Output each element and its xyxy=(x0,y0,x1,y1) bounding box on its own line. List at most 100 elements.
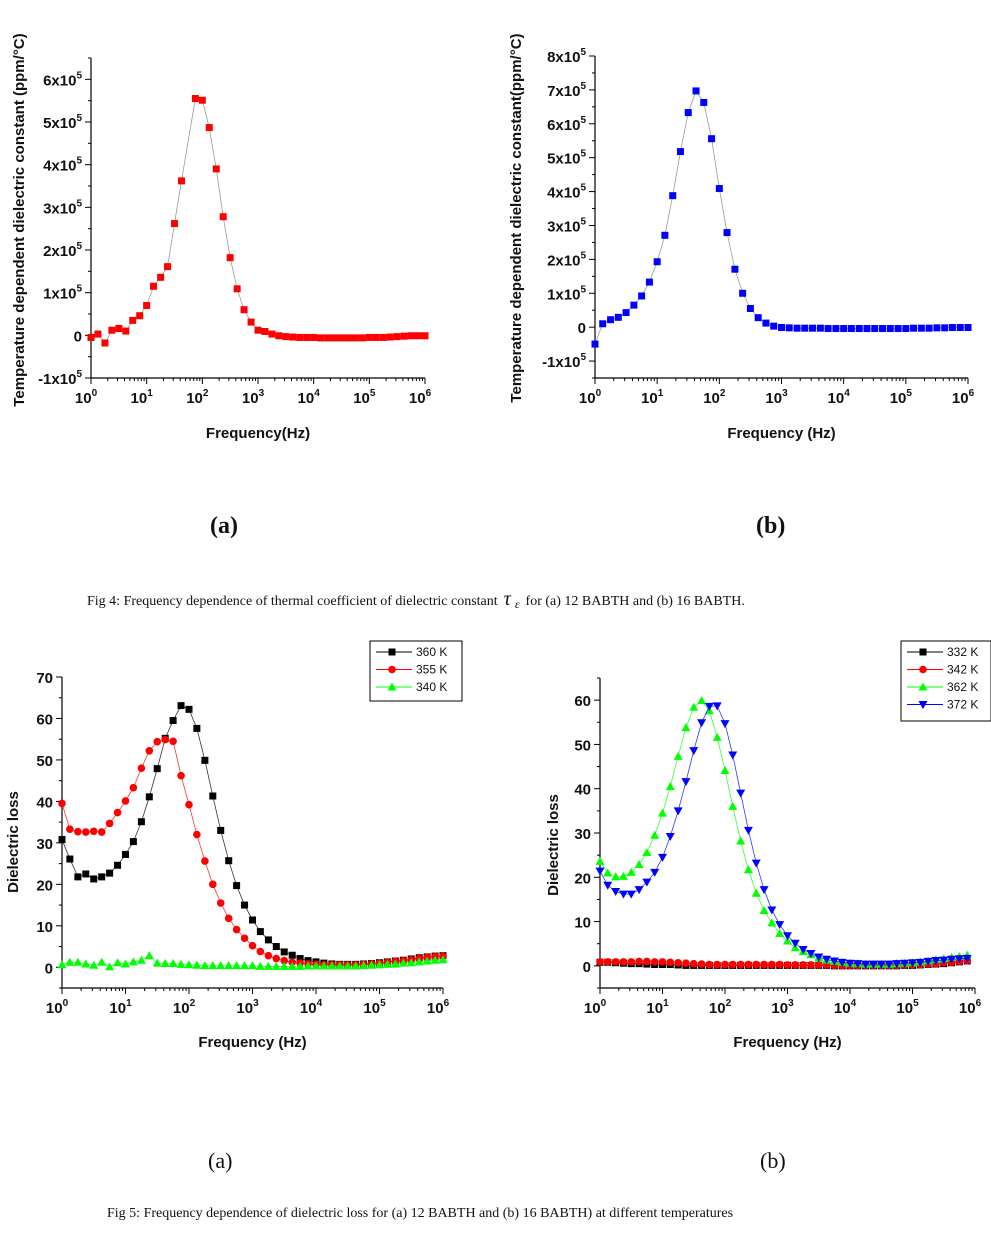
series-372-k xyxy=(595,702,972,969)
data-point xyxy=(886,325,894,333)
data-point xyxy=(879,325,887,333)
data-point xyxy=(129,316,137,324)
y-tick-label: 30 xyxy=(36,836,53,853)
fig5-caption: Fig 5: Frequency dependence of dielectri… xyxy=(107,1206,734,1221)
data-point xyxy=(653,258,661,266)
data-point xyxy=(272,954,281,963)
legend-marker xyxy=(918,682,928,691)
data-point xyxy=(66,825,74,833)
data-point xyxy=(822,955,832,964)
data-point xyxy=(676,148,684,156)
data-point xyxy=(113,958,123,967)
data-point xyxy=(840,325,848,333)
x-tick-label: 105 xyxy=(363,998,386,1017)
data-point xyxy=(200,961,210,970)
x-tick-label: 102 xyxy=(173,998,196,1017)
data-point xyxy=(438,955,448,964)
data-point xyxy=(728,801,738,810)
data-point xyxy=(791,961,800,969)
data-point xyxy=(962,954,972,963)
data-point xyxy=(829,957,839,966)
y-tick-label: 0 xyxy=(578,320,586,337)
data-point xyxy=(681,778,691,787)
y-tick-label: -1x105 xyxy=(38,369,82,388)
data-point xyxy=(430,955,440,964)
data-point xyxy=(816,324,824,332)
data-point xyxy=(113,808,122,817)
legend-box xyxy=(900,640,991,722)
data-point xyxy=(947,955,957,964)
y-tick-label: 20 xyxy=(574,870,591,887)
data-point xyxy=(317,334,325,342)
x-axis-title: Frequency (Hz) xyxy=(727,425,835,442)
data-point xyxy=(923,957,933,966)
data-point xyxy=(611,958,620,966)
x-tick-label: 103 xyxy=(765,388,788,407)
data-point xyxy=(814,953,824,962)
data-point xyxy=(801,324,809,332)
y-tick-label: 1x105 xyxy=(547,284,586,303)
data-point xyxy=(58,799,66,808)
data-point xyxy=(337,334,345,342)
data-point xyxy=(665,782,675,790)
data-point xyxy=(814,961,823,969)
legend: 332 K 342 K 362 K 372 K xyxy=(900,640,991,722)
data-point xyxy=(697,719,707,728)
data-point xyxy=(793,324,801,332)
data-point xyxy=(108,326,116,334)
data-point xyxy=(122,850,129,858)
data-point xyxy=(611,872,621,881)
epsilon-subscript: ε xyxy=(514,597,520,611)
data-point xyxy=(225,857,233,865)
x-axis-title: Frequency(Hz) xyxy=(206,425,310,442)
data-point xyxy=(622,309,630,317)
data-point xyxy=(216,899,225,907)
data-point xyxy=(398,958,408,967)
data-point xyxy=(400,332,408,340)
data-point xyxy=(775,929,785,938)
fig5-panel-label-b: (b) xyxy=(760,1148,786,1173)
data-point xyxy=(249,916,256,924)
data-point xyxy=(153,737,162,746)
data-point xyxy=(226,254,234,262)
fig4-caption-suffix: for (a) 12 BABTH and (b) 16 BABTH. xyxy=(525,594,745,609)
data-point xyxy=(136,955,146,964)
y-tick-label: -1x105 xyxy=(542,352,586,371)
data-point xyxy=(684,109,692,117)
data-point xyxy=(642,878,652,887)
data-point xyxy=(407,332,415,340)
data-point xyxy=(212,165,220,173)
x-tick-label: 100 xyxy=(584,998,607,1017)
data-point xyxy=(941,324,949,332)
data-point xyxy=(785,324,793,332)
data-point xyxy=(638,292,646,300)
y-tick-label: 0 xyxy=(74,328,82,345)
data-point xyxy=(751,859,761,868)
data-point xyxy=(263,961,273,970)
data-point xyxy=(956,323,964,331)
legend-marker xyxy=(388,648,396,656)
data-point xyxy=(58,836,66,844)
data-point xyxy=(256,928,264,936)
data-point xyxy=(712,732,722,741)
data-point xyxy=(255,961,265,970)
data-point xyxy=(185,800,193,809)
data-point xyxy=(81,959,91,968)
data-point xyxy=(335,961,345,970)
data-point xyxy=(673,751,683,760)
data-point xyxy=(658,808,667,817)
data-point xyxy=(176,959,186,968)
data-point xyxy=(217,826,225,834)
data-point xyxy=(232,925,241,934)
x-tick-label: 100 xyxy=(46,998,69,1017)
x-tick-label: 101 xyxy=(641,388,664,407)
x-axis-title: Frequency (Hz) xyxy=(198,1034,306,1051)
data-point xyxy=(689,959,698,968)
data-point xyxy=(770,322,778,330)
data-point xyxy=(736,789,746,798)
data-point xyxy=(90,875,98,883)
data-point xyxy=(324,334,332,342)
data-point xyxy=(627,958,636,966)
